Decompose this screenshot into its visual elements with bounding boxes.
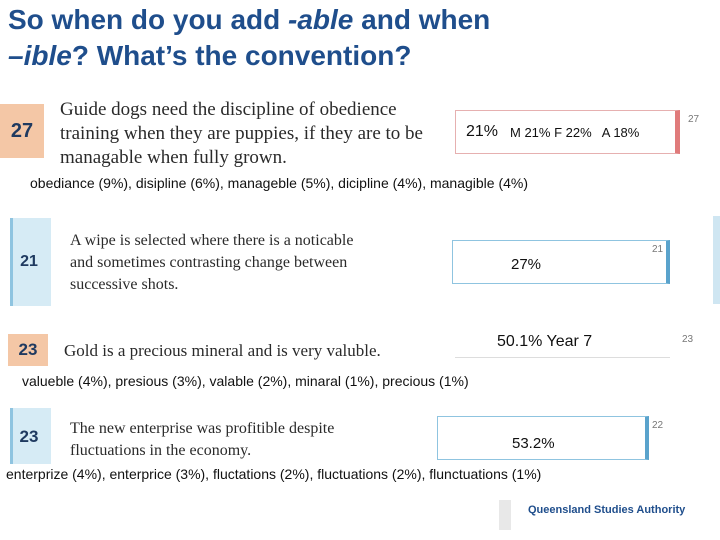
item-panel-bg <box>10 218 51 306</box>
result-percent: 27% <box>511 256 542 273</box>
title-able: -able <box>288 4 354 35</box>
qsa-logo-mark-icon <box>499 500 511 530</box>
question-number-badge: 23 <box>10 420 48 454</box>
result-breakdown: M 21% F 22% A 18% <box>510 125 640 140</box>
sentence-line: fluctuations in the economy. <box>70 442 252 459</box>
question-sentence: Guide dogs need the discipline of obedie… <box>60 98 423 170</box>
misspellings-list: enterprize (4%), enterprice (3%), flucta… <box>6 466 542 482</box>
question-sentence: A wipe is selected where there is a noti… <box>70 230 353 296</box>
slide-title: So when do you add -able and when –ible?… <box>8 2 708 74</box>
item-panel-bg <box>10 408 51 464</box>
question-number-badge: 27 <box>0 104 44 158</box>
sentence-line: and sometimes contrasting change between <box>70 254 348 271</box>
sentence-line: A wipe is selected where there is a noti… <box>70 232 354 249</box>
sentence-line: The new enterprise was profitible despit… <box>70 420 335 437</box>
title-line2-post: ? What’s the convention? <box>71 40 412 71</box>
question-sentence: Gold is a precious mineral and is very v… <box>64 340 381 362</box>
result-box: 53.2% <box>437 416 649 460</box>
side-number: 23 <box>682 334 694 345</box>
side-number: 22 <box>652 420 664 431</box>
title-line1-post: and when <box>353 4 491 35</box>
side-number: 27 <box>688 114 700 125</box>
sentence-line: successive shots. <box>70 276 179 293</box>
question-number: 23 <box>19 427 39 446</box>
question-number: 21 <box>20 253 38 270</box>
result-box: 50.1% Year 7 <box>455 324 670 358</box>
right-edge-bar <box>713 216 720 304</box>
title-line1-pre: So when do you add <box>8 4 288 35</box>
question-number: 27 <box>10 119 34 142</box>
misspellings-list: valueble (4%), presious (3%), valable (2… <box>22 373 469 389</box>
result-percent: 21% <box>466 123 499 140</box>
result-box: 27% <box>452 240 670 284</box>
side-number: 21 <box>652 244 664 255</box>
sentence-line: managable when fully grown. <box>60 147 287 168</box>
question-sentence: The new enterprise was profitible despit… <box>70 418 334 462</box>
misspellings-list: obediance (9%), disipline (6%), managebl… <box>30 175 529 191</box>
title-ible: –ible <box>8 40 72 71</box>
question-number-badge: 23 <box>8 334 48 366</box>
sentence-line: Gold is a precious mineral and is very v… <box>64 341 381 360</box>
result-box: 21% M 21% F 22% A 18% <box>455 110 680 154</box>
sentence-line: Guide dogs need the discipline of obedie… <box>60 99 397 120</box>
result-percent: 53.2% <box>512 435 555 452</box>
sentence-line: training when they are puppies, if they … <box>60 123 423 144</box>
result-percent: 50.1% Year 7 <box>497 333 593 350</box>
question-number: 23 <box>18 340 38 359</box>
footer-org-name: Queensland Studies Authority <box>528 504 686 516</box>
question-number-badge: 21 <box>10 240 48 284</box>
